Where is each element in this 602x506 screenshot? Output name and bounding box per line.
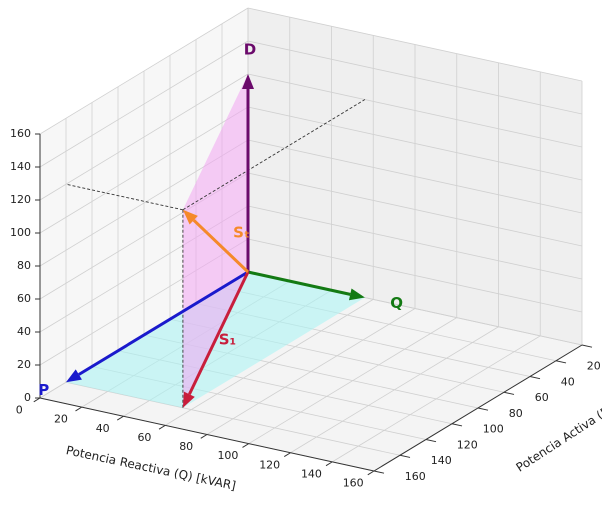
vector-label: P	[38, 381, 49, 399]
x-tick-label: 40	[96, 422, 110, 435]
grid-line	[247, 106, 583, 181]
vector-shaft	[247, 270, 351, 296]
z-tick-label: 160	[10, 127, 31, 140]
tick-mark	[399, 454, 411, 458]
x-tick-label: 140	[301, 467, 322, 480]
tick-mark	[117, 415, 124, 421]
grid-line	[247, 73, 583, 148]
vector-label: Q	[390, 294, 403, 312]
tick-mark	[242, 443, 250, 448]
z-tick-label: 100	[10, 226, 31, 239]
y-tick-label: 160	[405, 470, 426, 483]
z-tick-label: 60	[17, 292, 31, 305]
z-tick-label: 20	[17, 358, 31, 371]
y-tick-label: 40	[561, 375, 575, 388]
vector-head	[348, 288, 365, 301]
tick-mark	[367, 470, 375, 476]
tick-mark	[75, 406, 83, 412]
vector-head	[182, 209, 198, 225]
grid-line	[39, 73, 249, 201]
vector-shaft	[188, 271, 250, 395]
tick-mark	[373, 470, 385, 474]
tick-mark	[158, 424, 166, 430]
tick-mark	[284, 452, 291, 457]
x-axis-label: Potencia Reactiva (Q) [kVAR]	[65, 443, 237, 493]
y-tick-label: 80	[509, 407, 523, 420]
vector-label: Sₜ	[233, 223, 250, 241]
vector-head	[242, 74, 254, 89]
x-tick-label: 120	[259, 458, 280, 471]
tick-mark	[503, 391, 515, 395]
vector-label: D	[244, 41, 256, 59]
grid-line	[247, 7, 583, 82]
vector-shaft	[78, 270, 249, 376]
axis-line	[39, 397, 375, 472]
x-tick-label: 0	[16, 404, 23, 417]
y-tick-label: 60	[535, 391, 549, 404]
tick-mark	[529, 376, 541, 380]
grid-line	[39, 7, 249, 135]
x-tick-label: 60	[137, 431, 151, 444]
tick-mark	[200, 434, 208, 439]
vector	[247, 270, 365, 301]
z-tick-label: 0	[24, 391, 31, 404]
z-tick-label: 40	[17, 325, 31, 338]
vector	[66, 270, 249, 383]
x-tick-label: 20	[54, 413, 68, 426]
tick-mark	[555, 360, 567, 364]
y-axis-label: Potencia Activa (P) [kW]	[514, 384, 602, 474]
tick-mark	[451, 423, 463, 427]
guide-line	[182, 99, 366, 211]
grid-line	[39, 106, 249, 234]
z-tick-label: 120	[10, 193, 31, 206]
z-tick-label: 140	[10, 160, 31, 173]
vector-shaft	[192, 219, 250, 274]
grid-line	[247, 172, 583, 247]
vector-label: S₁	[219, 330, 236, 348]
axis-line	[373, 344, 583, 472]
tick-mark	[425, 439, 437, 443]
grid-line	[39, 40, 249, 168]
vector	[182, 271, 250, 408]
vector-head	[66, 369, 82, 383]
grid-line	[247, 139, 583, 214]
y-tick-label: 20	[587, 360, 601, 373]
tick-mark	[33, 397, 41, 403]
tick-mark	[581, 344, 593, 348]
vector	[182, 209, 250, 274]
vector-head	[182, 391, 195, 408]
grid-line	[247, 238, 583, 313]
tick-mark	[477, 407, 489, 411]
y-tick-label: 140	[431, 454, 452, 467]
x-tick-label: 100	[217, 449, 238, 462]
x-tick-label: 160	[343, 477, 364, 490]
x-tick-label: 80	[179, 440, 193, 453]
z-tick-label: 80	[17, 259, 31, 272]
tick-mark	[325, 461, 333, 467]
y-tick-label: 100	[483, 423, 504, 436]
grid-line	[247, 40, 583, 115]
grid-line	[247, 205, 583, 280]
y-tick-label: 120	[457, 438, 478, 451]
vector	[242, 74, 254, 272]
